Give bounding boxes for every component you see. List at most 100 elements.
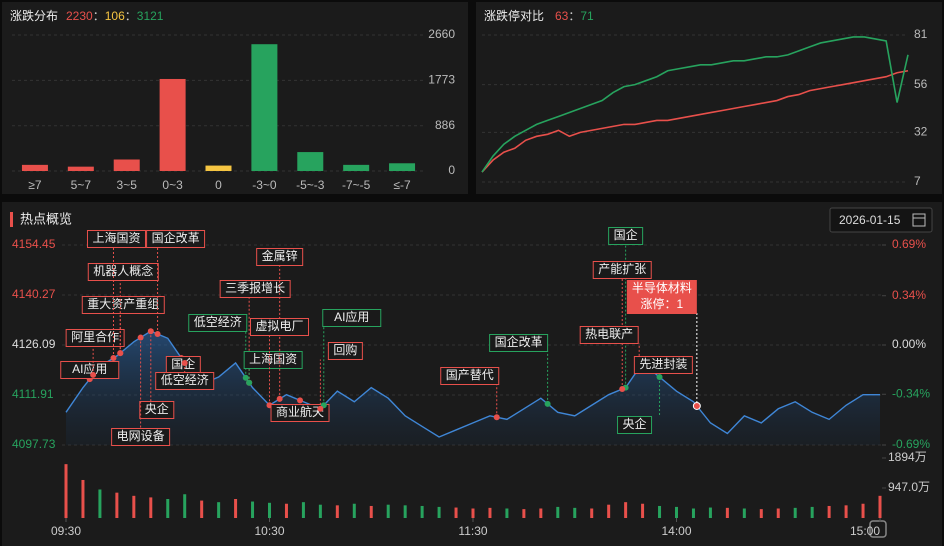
annotation-box: [608, 227, 644, 245]
area: [66, 331, 880, 445]
annotation-label: 虚拟电厂: [255, 319, 303, 333]
x-tick-label: -5~-3: [296, 178, 325, 192]
y2-tick-label: -0.69%: [892, 437, 930, 451]
series-line: [481, 69, 909, 173]
volume-bar: [505, 508, 509, 518]
annotation-box: [139, 401, 175, 419]
annotation-box: [579, 326, 639, 344]
bar: [21, 164, 48, 171]
annotation-box: [270, 404, 330, 422]
annotation-dot: [147, 328, 154, 335]
annotation-box: [592, 261, 652, 279]
title-marker: [10, 212, 13, 227]
annotation-dot: [137, 334, 144, 341]
x-tick-label: 11:30: [458, 524, 487, 538]
annotation-box: [111, 428, 171, 446]
volume-bar: [166, 498, 170, 518]
volume-bar: [471, 508, 475, 518]
y-tick-label: 7: [914, 174, 921, 188]
logo: [869, 520, 887, 538]
annotation-box: [633, 356, 693, 374]
volume-bar: [217, 502, 221, 518]
summary-value: 3121: [137, 9, 164, 23]
volume-bar: [827, 505, 831, 518]
y-tick-label: 56: [914, 77, 928, 91]
volume-bar: [98, 489, 102, 518]
volume-bar: [454, 507, 458, 518]
separator: ：: [125, 9, 137, 23]
volume-bar: [742, 508, 746, 518]
volume-bar: [386, 504, 390, 518]
x-tick-label: -7~-5: [342, 178, 371, 192]
date-box[interactable]: [829, 207, 933, 233]
volume-bar: [115, 492, 119, 518]
x-tick-label: 3~5: [117, 178, 138, 192]
watermark: [869, 520, 887, 538]
annotation-box: [322, 309, 382, 327]
annotation-dot: [544, 400, 551, 407]
x-tick-label: -3~0: [252, 178, 277, 192]
annotation-box: [146, 230, 206, 248]
annotation-label: 低空经济: [161, 372, 209, 387]
separator: ：: [568, 9, 580, 23]
volume-bar: [658, 505, 662, 518]
x-tick-label: 5~7: [71, 178, 92, 192]
annotation-box: [489, 334, 549, 352]
volume-bar: [64, 464, 68, 518]
annotation-label: 三季报增长: [225, 280, 285, 295]
annotation-dot: [90, 371, 97, 378]
bar: [389, 163, 416, 171]
calendar-icon[interactable]: [912, 213, 926, 227]
volume-bar: [81, 479, 85, 518]
annotation-dot: [297, 397, 304, 404]
volume-bar: [539, 508, 543, 518]
volume-bar: [284, 503, 288, 518]
date-text[interactable]: 2026-01-15: [839, 213, 901, 227]
y-tick-label: 4154.45: [12, 237, 56, 251]
volume-bar: [488, 507, 492, 518]
volume-bar: [149, 497, 153, 518]
volume-bar: [776, 508, 780, 518]
annotation-label: 央企: [145, 401, 169, 416]
tooltip-dot: [692, 401, 701, 410]
annotation-box: [250, 318, 309, 336]
annotation-label: 国企改革: [152, 230, 200, 245]
panel: [476, 2, 942, 194]
annotation-label: 机器人概念: [93, 263, 153, 278]
panel: [2, 2, 468, 194]
annotation-dot: [317, 405, 324, 412]
x-tick-label: 10:30: [254, 524, 284, 538]
volume-bar: [352, 503, 356, 518]
tooltip-title: 半导体材料: [632, 281, 692, 295]
volume-bar: [369, 505, 373, 518]
annotation-label: 回购: [333, 342, 357, 357]
x-tick-label: ≥7: [28, 178, 42, 192]
annotation-label: 上海国资: [92, 230, 140, 245]
annotation-label: 金属锌: [262, 248, 298, 263]
volume-bar: [420, 505, 424, 518]
bar: [251, 44, 278, 172]
annotation-dot: [276, 395, 283, 402]
y-tick-label: 4097.73: [12, 437, 56, 451]
volume-bar: [251, 501, 255, 518]
annotation-label: 上海国资: [249, 351, 297, 366]
annotation-label: 商业航天: [276, 404, 324, 419]
annotation-dot: [656, 374, 663, 381]
volume-tick-label: 1894万: [888, 450, 927, 464]
annotation-label: 央企: [623, 416, 647, 431]
annotation-dot: [110, 355, 117, 362]
bar: [159, 78, 186, 171]
y-tick-label: 4111.91: [12, 387, 54, 401]
summary-value: 106: [105, 9, 125, 23]
volume-bar: [522, 509, 526, 518]
date-picker[interactable]: 2026-01-15: [829, 207, 933, 233]
series-line: [481, 36, 909, 173]
summary: 63：71: [555, 9, 594, 23]
volume-bar: [437, 506, 441, 518]
volume-bar: [759, 509, 763, 518]
annotation-dot: [154, 331, 161, 338]
summary: 2230：106：3121: [66, 9, 164, 23]
annotation-label: 国企改革: [495, 334, 543, 349]
